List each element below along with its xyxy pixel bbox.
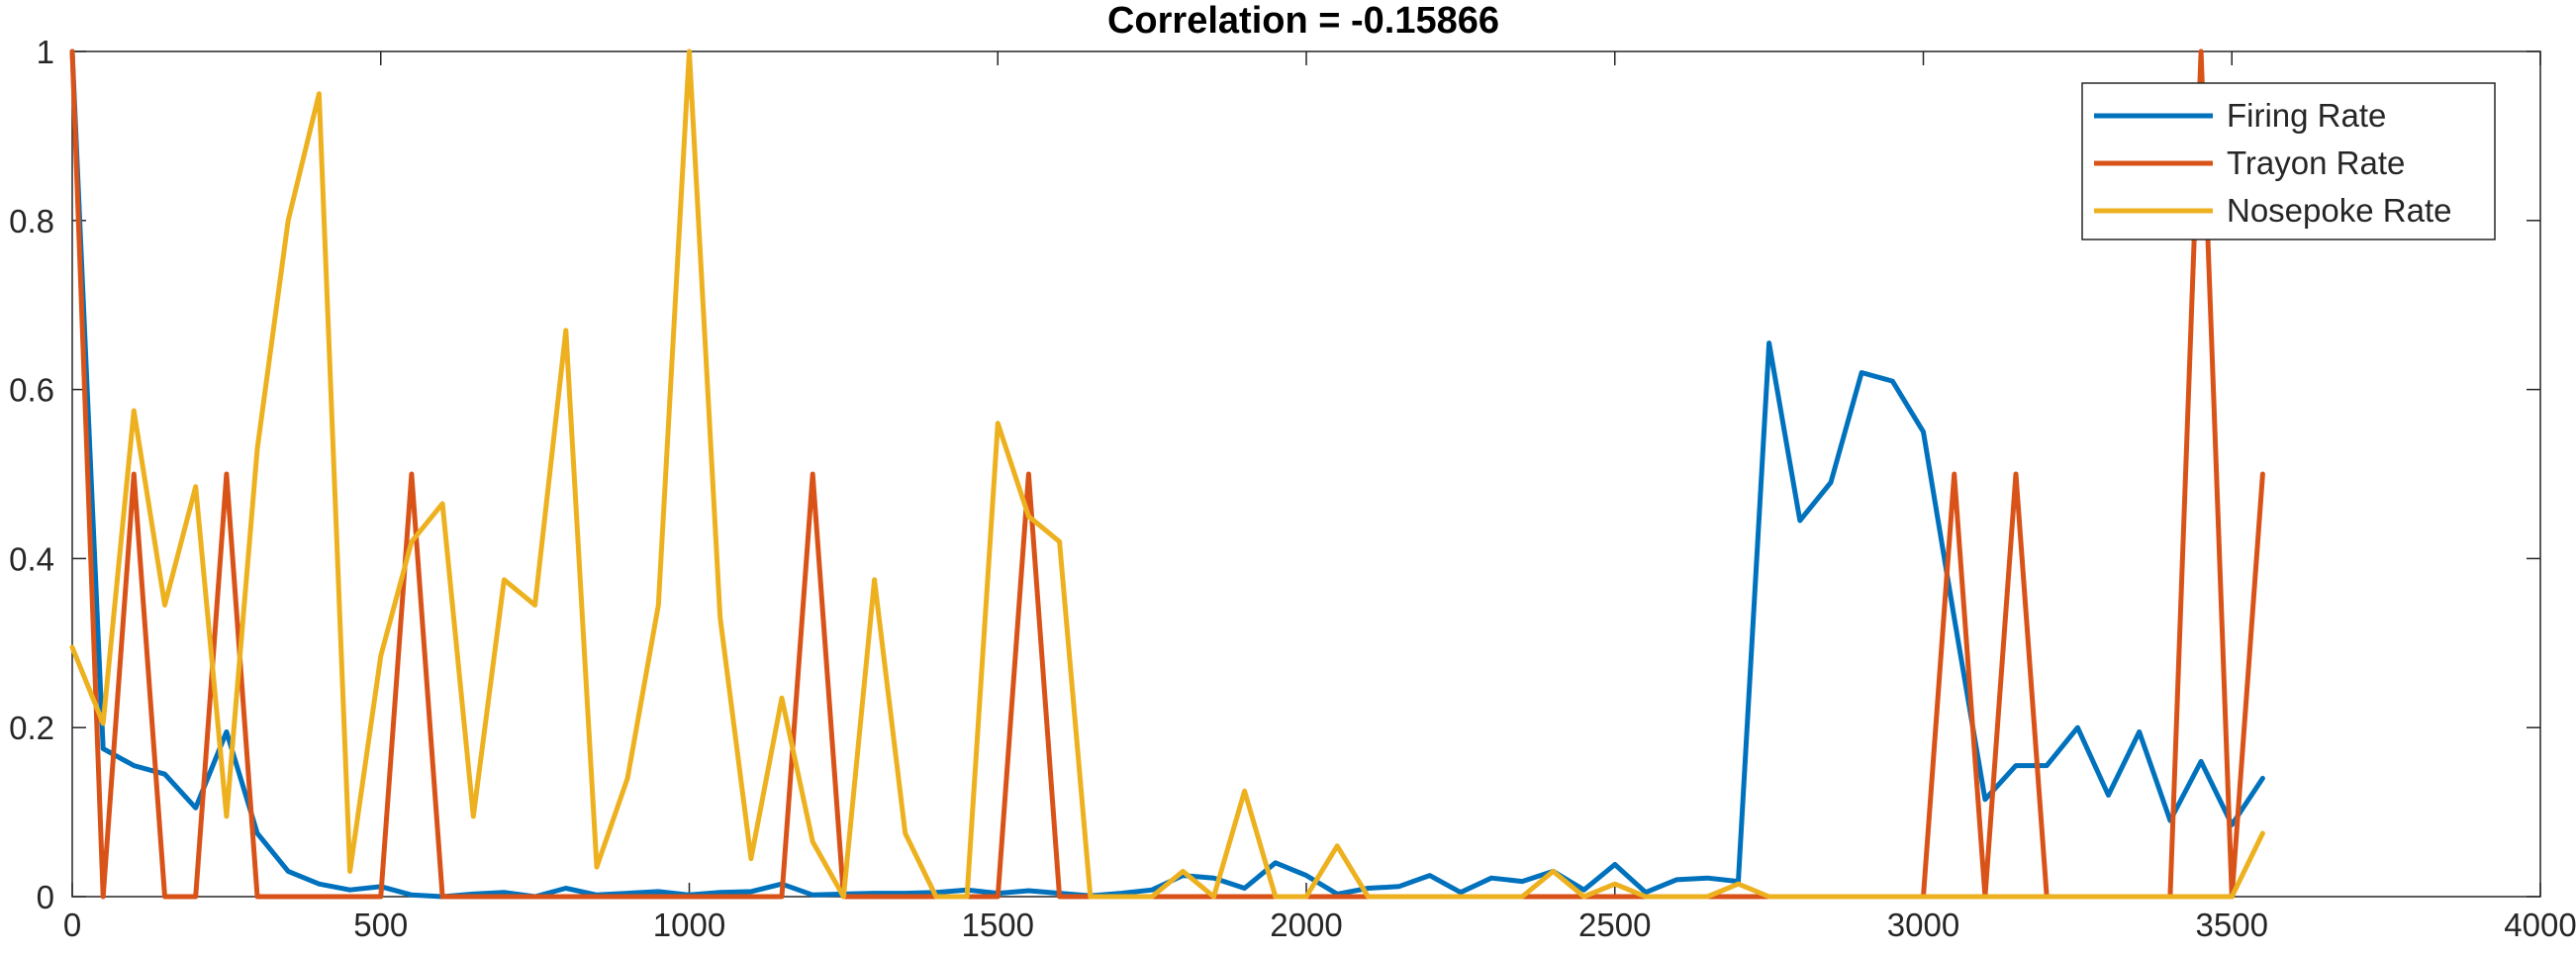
- x-tick-label: 2500: [1578, 907, 1651, 943]
- x-tick-label: 1500: [962, 907, 1034, 943]
- series-lines: [69, 48, 2265, 900]
- x-tick-label: 0: [63, 907, 81, 943]
- legend: Firing Rate Trayon Rate Nosepoke Rate: [2081, 82, 2496, 240]
- y-tick-label: 0.4: [9, 540, 54, 577]
- x-tick-label: 2000: [1270, 907, 1342, 943]
- x-tick-label: 3000: [1887, 907, 1959, 943]
- series-line-nosepoke-rate: [69, 48, 2265, 900]
- y-tick-label: 0.6: [9, 372, 54, 409]
- legend-label-firing-rate: Firing Rate: [2227, 97, 2386, 134]
- y-tick-label: 1: [37, 34, 54, 70]
- x-tick-label: 4000: [2504, 907, 2576, 943]
- y-tick-label: 0: [37, 879, 54, 915]
- legend-label-nosepoke-rate: Nosepoke Rate: [2227, 192, 2451, 229]
- y-tick-label: 0.8: [9, 203, 54, 239]
- legend-label-trayon-rate: Trayon Rate: [2227, 144, 2405, 181]
- chart-title: Correlation = -0.15866: [1107, 0, 1499, 42]
- y-tick-label: 0.2: [9, 710, 54, 746]
- x-tick-label: 3500: [2196, 907, 2268, 943]
- x-tick-label: 1000: [653, 907, 725, 943]
- x-tick-label: 500: [353, 907, 408, 943]
